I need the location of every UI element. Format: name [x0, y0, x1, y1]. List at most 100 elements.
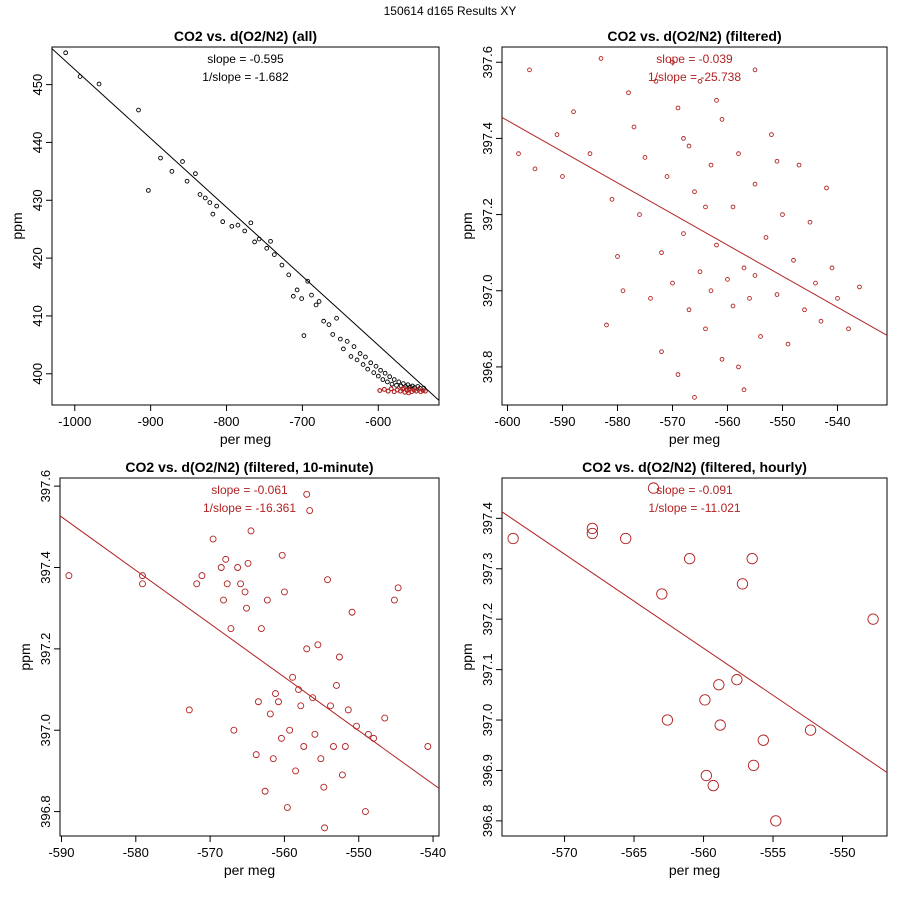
- y-tick-label: 410: [30, 305, 45, 327]
- slope-annotation: slope = -0.595: [207, 52, 284, 66]
- data-point: [424, 743, 432, 750]
- data-point: [697, 269, 703, 275]
- data-point: [320, 783, 328, 791]
- x-tick-label: -555: [760, 845, 786, 860]
- data-point: [297, 702, 305, 710]
- panel-3: CO2 vs. d(O2/N2) (filtered, 10-minute) -5…: [17, 459, 446, 878]
- data-point: [348, 608, 356, 616]
- data-point: [637, 212, 642, 217]
- panel-4: CO2 vs. d(O2/N2) (filtered, hourly) -570 -…: [459, 459, 888, 878]
- data-point: [752, 67, 758, 73]
- x-tick-label: -560: [691, 845, 717, 860]
- data-point: [587, 151, 593, 156]
- data-point: [321, 318, 327, 324]
- y-tick-label: 430: [30, 189, 45, 211]
- data-point: [341, 743, 349, 750]
- data-point: [692, 189, 697, 195]
- data-point: [661, 714, 674, 726]
- data-point: [244, 559, 252, 567]
- data-point: [507, 532, 519, 545]
- data-point: [730, 204, 736, 210]
- slope-annotation: slope = -0.061: [211, 483, 288, 497]
- data-point: [648, 296, 653, 301]
- data-point: [223, 580, 231, 588]
- data-point: [763, 235, 769, 240]
- panel-2: CO2 vs. d(O2/N2) (filtered) -600 -590 -580 -…: [459, 28, 888, 447]
- data-point: [692, 395, 697, 400]
- data-point: [857, 284, 862, 290]
- data-point: [264, 245, 270, 251]
- data-point: [303, 490, 311, 498]
- fit-line: [60, 515, 439, 789]
- data-point: [804, 724, 817, 736]
- data-point: [335, 653, 343, 661]
- data-point: [146, 188, 151, 193]
- highlight-point: [381, 386, 387, 392]
- data-point: [807, 219, 813, 225]
- y-tick-label: 397.2: [480, 603, 495, 636]
- highlight-point: [420, 388, 426, 393]
- x-tick-label: -540: [824, 414, 850, 429]
- data-point: [703, 204, 708, 210]
- y-tick-label: 396.8: [480, 351, 495, 384]
- data-point: [301, 333, 307, 338]
- inverse-slope-annotation: 1/slope = -11.021: [648, 501, 741, 515]
- data-point: [351, 344, 357, 349]
- data-point: [713, 679, 725, 691]
- x-axis-label: per meg: [224, 862, 275, 878]
- data-point: [835, 296, 840, 301]
- data-point: [554, 132, 560, 137]
- data-point: [275, 698, 282, 706]
- data-point: [796, 162, 802, 168]
- data-point: [306, 507, 314, 514]
- data-point: [802, 307, 807, 313]
- data-point: [730, 303, 736, 309]
- data-point: [747, 759, 760, 772]
- y-axis-label: ppm: [9, 212, 25, 239]
- data-point: [330, 743, 337, 750]
- data-point: [385, 379, 390, 385]
- y-tick-label: 397.6: [480, 46, 495, 79]
- data-point: [670, 280, 675, 286]
- fit-line: [502, 117, 887, 336]
- x-tick-label: -580: [604, 414, 630, 429]
- data-point: [741, 265, 747, 271]
- y-tick-label: 397.4: [480, 502, 495, 535]
- data-point: [571, 109, 576, 115]
- data-point: [299, 296, 305, 301]
- data-point: [746, 553, 758, 565]
- data-point: [846, 326, 851, 332]
- data-point: [330, 332, 336, 337]
- data-point: [202, 195, 208, 201]
- data-point: [139, 572, 146, 580]
- data-point: [348, 354, 354, 359]
- data-point: [697, 78, 703, 84]
- plot-title: CO2 vs. d(O2/N2) (filtered, hourly): [582, 459, 807, 475]
- data-point: [396, 379, 402, 385]
- fit-line: [52, 48, 439, 401]
- data-point: [294, 287, 300, 293]
- data-point: [604, 322, 609, 328]
- x-tick-label: -580: [123, 845, 149, 860]
- data-point: [229, 223, 235, 229]
- data-point: [389, 381, 395, 387]
- data-point: [368, 360, 374, 366]
- data-point: [311, 730, 319, 738]
- data-point: [309, 694, 317, 702]
- data-point: [365, 366, 371, 372]
- y-axis-label: ppm: [17, 643, 33, 670]
- data-point: [527, 67, 532, 73]
- data-point: [829, 265, 835, 271]
- data-point: [747, 296, 752, 301]
- y-tick-label: 396.8: [38, 795, 53, 828]
- y-tick-label: 420: [30, 247, 45, 269]
- data-point: [65, 572, 73, 580]
- data-point: [184, 178, 190, 184]
- y-tick-label: 397.0: [38, 714, 53, 747]
- x-tick-label: -1000: [58, 414, 91, 429]
- data-point: [314, 641, 322, 649]
- data-point: [378, 367, 383, 373]
- data-point: [586, 522, 598, 535]
- data-point: [193, 580, 201, 588]
- y-tick-label: 396.8: [480, 805, 495, 838]
